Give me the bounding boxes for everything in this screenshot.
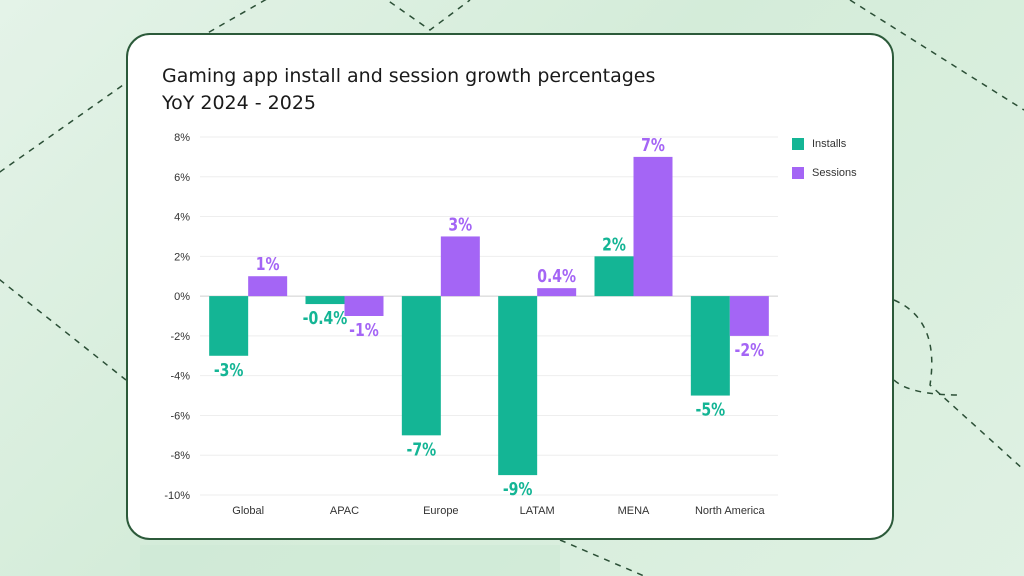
data-label-installs: 2% [602, 234, 626, 255]
y-tick-label: 6% [174, 172, 190, 184]
bar-installs-apac [305, 296, 345, 305]
data-label-installs: -3% [214, 359, 244, 380]
data-label-sessions: 3% [448, 214, 472, 235]
legend-label-installs: Installs [812, 138, 847, 150]
legend-swatch-installs [792, 138, 804, 150]
data-label-installs: -9% [503, 478, 533, 499]
x-tick-label: APAC [330, 505, 359, 517]
bar-sessions-mena [633, 156, 673, 297]
y-tick-label: 2% [174, 251, 190, 263]
bar-chart: 8% 6% 4% 2% 0% -2% -4% -6% -8% -10% Global -3% 1% APA… [164, 132, 778, 517]
chart-card: Gaming app install and session growth pe… [126, 33, 894, 540]
y-tick-label: -6% [170, 410, 190, 422]
x-tick-label: LATAM [520, 505, 555, 517]
y-tick-label: 8% [174, 132, 190, 144]
chart-legend: Installs Sessions [792, 134, 857, 192]
x-tick-label: MENA [618, 505, 650, 517]
data-label-installs: -5% [696, 399, 726, 420]
data-label-sessions: -1% [349, 319, 379, 340]
bar-installs-europe [401, 296, 441, 436]
bar-sessions-north-america [729, 296, 769, 336]
chart-title: Gaming app install and session growth pe… [162, 63, 655, 117]
bar-installs-north-america [690, 296, 730, 396]
legend-item-installs: Installs [792, 134, 857, 154]
bar-installs-mena [594, 256, 634, 297]
y-tick-label: -10% [164, 490, 190, 502]
y-tick-label: -2% [170, 331, 190, 343]
y-tick-label: -4% [170, 371, 190, 383]
bar-sessions-latam [537, 288, 577, 297]
data-label-sessions: 7% [641, 134, 665, 155]
legend-item-sessions: Sessions [792, 163, 857, 183]
x-tick-label: North America [695, 505, 766, 517]
x-tick-label: Global [232, 505, 264, 517]
bar-installs-latam [498, 296, 538, 476]
data-label-sessions: 0.4% [537, 265, 576, 286]
data-label-sessions: 1% [256, 253, 280, 274]
bar-sessions-apac [344, 296, 384, 316]
chart-title-line-1: Gaming app install and session growth pe… [162, 65, 656, 87]
y-tick-label: 4% [174, 212, 190, 224]
y-tick-label: 0% [174, 291, 190, 303]
data-label-installs: -7% [407, 439, 437, 460]
bar-sessions-europe [440, 236, 480, 297]
legend-swatch-sessions [792, 167, 804, 179]
chart-title-line-2: YoY 2024 - 2025 [162, 92, 316, 114]
data-label-installs: -0.4% [303, 307, 348, 328]
data-label-sessions: -2% [735, 339, 765, 360]
bar-sessions-global [248, 276, 288, 297]
y-tick-label: -8% [170, 450, 190, 462]
bar-installs-global [209, 296, 249, 356]
x-tick-label: Europe [423, 505, 458, 517]
legend-label-sessions: Sessions [812, 167, 857, 179]
